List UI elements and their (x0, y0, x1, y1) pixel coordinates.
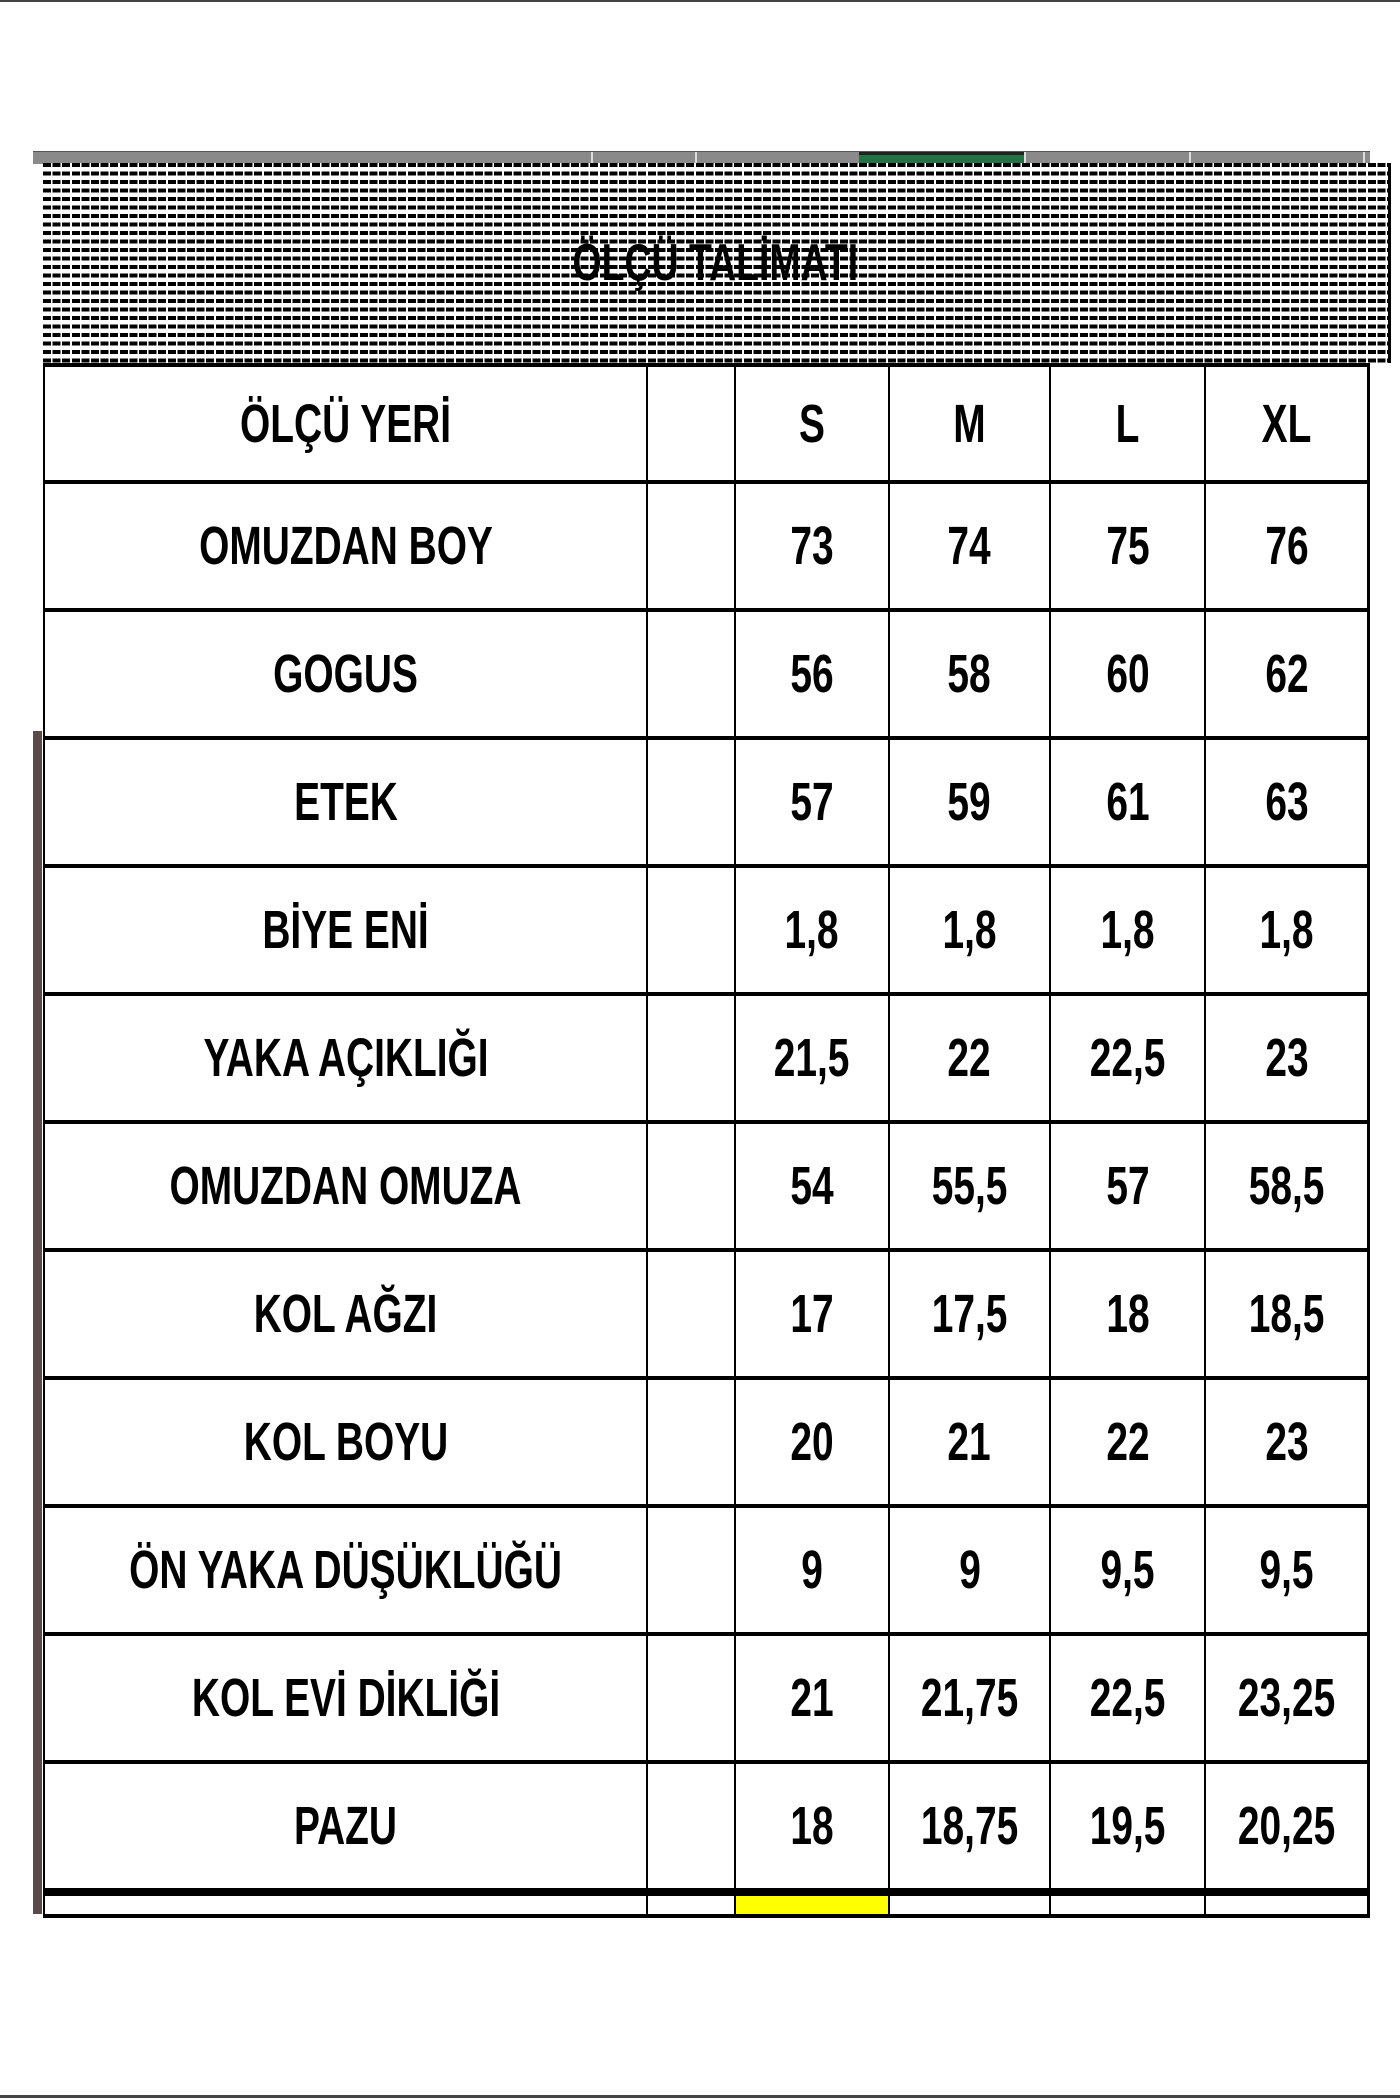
cell-value-m: 55,5 (931, 1156, 1008, 1216)
cell-label: KOL AĞZI (253, 1284, 438, 1344)
header-size-m: M (953, 393, 986, 454)
cell-value-l: 22,5 (1089, 1028, 1166, 1088)
table-row: ETEK 57 59 61 63 (42, 737, 1370, 867)
cell-value-s: 56 (790, 644, 834, 704)
cell-label: OMUZDAN OMUZA (169, 1156, 522, 1216)
empty-cell[interactable] (1204, 1891, 1370, 1917)
cell-value-s: 9 (801, 1540, 823, 1600)
cell-value-xl: 20,25 (1238, 1796, 1336, 1856)
cell-value-l: 19,5 (1089, 1796, 1166, 1856)
cell-label: PAZU (294, 1796, 398, 1856)
table-row: OMUZDAN BOY 73 74 75 76 (42, 481, 1370, 611)
cell-label: ÖN YAKA DÜŞÜKLÜĞÜ (129, 1540, 562, 1600)
cell-value-xl: 1,8 (1259, 900, 1314, 960)
table-row: PAZU 18 18,75 19,5 20,25 (42, 1761, 1370, 1893)
header-measure-point: ÖLÇÜ YERİ (240, 393, 452, 454)
blank-row (42, 1891, 1370, 1917)
cell-value-xl: 62 (1265, 644, 1309, 704)
cell-value-m: 9 (958, 1540, 981, 1600)
cell-value-s: 18 (790, 1796, 834, 1856)
bottom-rule (0, 2095, 1400, 2098)
page-title: ÖLÇÜ TALİMATI (572, 234, 859, 292)
header-size-s: S (798, 393, 825, 454)
cell-value-m: 17,5 (931, 1284, 1008, 1344)
cell-value-m: 59 (947, 772, 992, 832)
cell-value-l: 75 (1105, 516, 1150, 576)
column-header-bar[interactable] (33, 151, 1370, 164)
top-rule (0, 0, 1400, 2)
cell-value-s: 73 (790, 516, 834, 576)
cell-label: KOL BOYU (243, 1412, 448, 1472)
cell-value-l: 22 (1105, 1412, 1150, 1472)
table-row: YAKA AÇIKLIĞI 21,5 22 22,5 23 (42, 993, 1370, 1123)
cell-value-m: 58 (947, 644, 992, 704)
cell-label: OMUZDAN BOY (198, 516, 493, 576)
cell-value-xl: 63 (1265, 772, 1309, 832)
cell-label: GOGUS (273, 644, 418, 704)
cell-value-l: 18 (1105, 1284, 1150, 1344)
cell-value-l: 9,5 (1100, 1540, 1155, 1600)
empty-cell[interactable] (42, 1891, 649, 1917)
cell-value-xl: 23,25 (1238, 1668, 1336, 1728)
cell-label: KOL EVİ DİKLİĞİ (191, 1668, 500, 1728)
cell-value-xl: 76 (1265, 516, 1309, 576)
cell-value-xl: 23 (1265, 1412, 1309, 1472)
cell-value-l: 57 (1105, 1156, 1150, 1216)
cell-label: YAKA AÇIKLIĞI (202, 1028, 489, 1088)
cell-value-m: 22 (947, 1028, 992, 1088)
table-row: BİYE ENİ 1,8 1,8 1,8 1,8 (42, 865, 1370, 995)
cell-value-s: 20 (790, 1412, 834, 1472)
cell-value-s: 1,8 (784, 900, 839, 960)
size-chart-table: ÖLÇÜ YERİ S M L XL OMUZDAN BOY 73 74 75 76 GO… (42, 363, 1370, 1918)
cell-label: ETEK (293, 772, 398, 832)
empty-cell[interactable] (888, 1891, 1051, 1917)
cell-value-xl: 58,5 (1248, 1156, 1325, 1216)
left-border (33, 731, 42, 1914)
cell-value-m: 21 (947, 1412, 992, 1472)
table-row: OMUZDAN OMUZA 54 55,5 57 58,5 (42, 1121, 1370, 1251)
cell-value-m: 18,75 (920, 1796, 1019, 1856)
cell-value-l: 61 (1105, 772, 1150, 832)
header-size-l: L (1115, 393, 1140, 454)
table-row: GOGUS 56 58 60 62 (42, 609, 1370, 739)
empty-cell[interactable] (1048, 1891, 1207, 1917)
cell-value-m: 21,75 (920, 1668, 1019, 1728)
header-size-xl: XL (1261, 393, 1312, 454)
cell-value-s: 21,5 (774, 1028, 850, 1088)
cell-value-s: 21 (790, 1668, 834, 1728)
table-row: KOL AĞZI 17 17,5 18 18,5 (42, 1249, 1370, 1379)
header-row: ÖLÇÜ YERİ S M L XL (42, 364, 1370, 483)
selected-column-indicator[interactable] (859, 152, 1024, 164)
cell-value-xl: 9,5 (1259, 1540, 1314, 1600)
cell-value-xl: 18,5 (1248, 1284, 1325, 1344)
title-cell: ÖLÇÜ TALİMATI (43, 163, 1391, 363)
cell-value-m: 1,8 (942, 900, 997, 960)
highlighted-cell[interactable] (733, 1891, 891, 1917)
cell-value-s: 57 (790, 772, 834, 832)
empty-cell[interactable] (646, 1891, 736, 1917)
cell-label: BİYE ENİ (262, 900, 429, 960)
cell-value-l: 60 (1105, 644, 1150, 704)
cell-value-l: 1,8 (1100, 900, 1155, 960)
cell-value-s: 54 (790, 1156, 834, 1216)
cell-value-s: 17 (790, 1284, 834, 1344)
table-row: KOL EVİ DİKLİĞİ 21 21,75 22,5 23,25 (42, 1633, 1370, 1763)
cell-value-m: 74 (947, 516, 992, 576)
table-row: ÖN YAKA DÜŞÜKLÜĞÜ 9 9 9,5 9,5 (42, 1505, 1370, 1635)
spreadsheet: ÖLÇÜ TALİMATI ÖLÇÜ YERİ S M L XL OMUZDAN… (33, 151, 1391, 1918)
table-row: KOL BOYU 20 21 22 23 (42, 1377, 1370, 1507)
cell-value-l: 22,5 (1089, 1668, 1166, 1728)
cell-value-xl: 23 (1265, 1028, 1309, 1088)
